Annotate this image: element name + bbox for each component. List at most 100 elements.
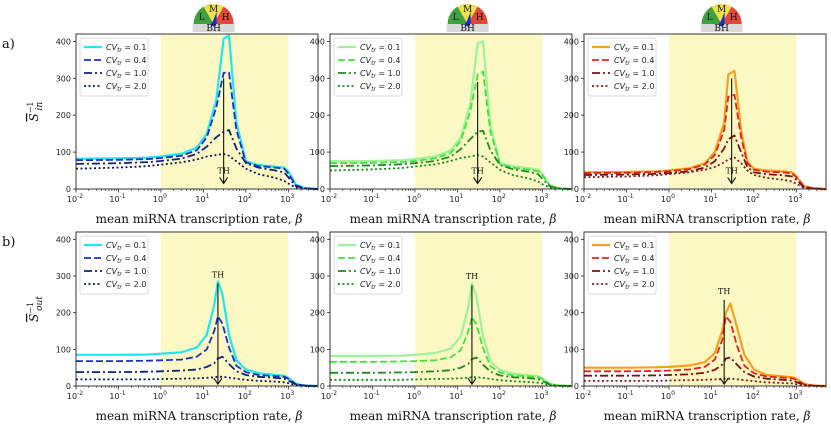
- threshold-label: TH: [212, 270, 224, 279]
- gauge-label-base: BH: [460, 24, 475, 34]
- series-line-4: [329, 154, 573, 190]
- x-tick-label: 102: [746, 193, 760, 204]
- y-tick-label: 100: [564, 148, 579, 157]
- legend-entry: CVtr = 0.4: [360, 254, 400, 265]
- y-tick-label: 400: [56, 235, 71, 244]
- y-tick-label: 200: [310, 111, 325, 120]
- gauge-label-high: H: [476, 13, 484, 23]
- y-tick-label: 100: [56, 345, 71, 354]
- legend-entry: CVtr = 0.1: [360, 241, 400, 252]
- x-tick-label: 100: [407, 193, 421, 204]
- x-axis-label: mean miRNA transcription rate, β: [604, 409, 811, 423]
- x-tick-label: 103: [534, 390, 548, 401]
- legend-entry: CVtr = 1.0: [360, 267, 400, 278]
- y-tick-label: 400: [564, 37, 579, 46]
- x-tick-label: 10-1: [617, 193, 633, 204]
- series-line-2: [583, 94, 827, 190]
- shaded-region: [414, 34, 543, 189]
- x-tick-label: 10-2: [67, 193, 83, 204]
- x-tick-label: 101: [703, 193, 717, 204]
- y-tick-label: 0: [320, 185, 325, 194]
- x-tick-label: 102: [238, 390, 252, 401]
- series-line-4: [583, 156, 827, 190]
- x-tick-label: 103: [788, 390, 802, 401]
- legend-entry: CVtr = 0.1: [614, 241, 654, 252]
- legend-entry: CVtr = 0.1: [614, 43, 654, 54]
- series-line-2: [329, 70, 573, 190]
- panel-b1: TH 0 100 200 300 400 10-2 10-1 100 101 102 103 mean …: [56, 231, 319, 423]
- gauge-label-base: BH: [714, 24, 729, 34]
- gauge-needle: [465, 12, 471, 24]
- series-line-1: [329, 40, 573, 191]
- x-tick-label: 103: [280, 193, 294, 204]
- series-line-2: [584, 315, 827, 387]
- row-label: a): [2, 37, 15, 52]
- x-tick-label: 101: [195, 193, 209, 204]
- y-axis-label: S−1out: [26, 296, 45, 322]
- gauge-label-base: BH: [206, 24, 221, 34]
- x-tick-label: 100: [661, 390, 675, 401]
- x-tick-label: 103: [280, 390, 294, 401]
- x-tick-label: 101: [449, 390, 463, 401]
- legend-entry: CVtr = 1.0: [360, 69, 400, 80]
- y-tick-label: 200: [310, 309, 325, 318]
- x-tick-label: 10-2: [321, 390, 337, 401]
- x-tick-label: 10-1: [109, 193, 125, 204]
- y-tick-label: 200: [56, 309, 71, 318]
- x-axis-label: mean miRNA transcription rate, β: [350, 212, 557, 226]
- x-tick-label: 10-2: [321, 193, 337, 204]
- x-axis-label: mean miRNA transcription rate, β: [96, 409, 303, 423]
- x-tick-label: 10-1: [363, 193, 379, 204]
- y-tick-label: 100: [310, 345, 325, 354]
- legend-entry: CVtr = 0.4: [614, 56, 654, 67]
- gauge-segment: [213, 6, 234, 24]
- legend-entry: CVtr = 1.0: [614, 69, 654, 80]
- x-axis-label: mean miRNA transcription rate, β: [96, 212, 303, 226]
- series-line-4: [330, 376, 572, 387]
- y-tick-label: 300: [564, 74, 579, 83]
- gauge-label-mid: M: [717, 5, 726, 15]
- y-tick-label: 300: [310, 272, 325, 281]
- series-line-3: [583, 134, 827, 190]
- x-tick-label: 101: [703, 390, 717, 401]
- y-tick-label: 300: [564, 272, 579, 281]
- gauge-hub: [719, 21, 725, 27]
- shaded-region: [668, 34, 797, 189]
- legend-entry: CVtr = 0.4: [360, 56, 400, 67]
- legend-entry: CVtr = 0.1: [106, 241, 146, 252]
- y-tick-label: 300: [56, 74, 71, 83]
- gauge-base: [700, 24, 743, 32]
- gauge-hub: [211, 21, 217, 27]
- series-line-3: [76, 355, 319, 387]
- series-line-2: [76, 315, 319, 387]
- x-tick-label: 102: [492, 193, 506, 204]
- panel-b2: TH 0 100 200 300 400 10-2 10-1 100 101 102 103 mean …: [310, 231, 573, 423]
- series-line-3: [330, 356, 573, 387]
- threshold-label: TH: [217, 166, 229, 175]
- panel-b3: TH 0 100 200 300 400 10-2 10-1 100 101 102 103 mean …: [564, 231, 827, 423]
- y-tick-label: 0: [66, 185, 71, 194]
- x-tick-label: 101: [195, 390, 209, 401]
- x-tick-label: 103: [534, 193, 548, 204]
- x-axis-label: mean miRNA transcription rate, β: [604, 212, 811, 226]
- gauge-segment: [457, 4, 478, 24]
- gauge-segment: [193, 6, 214, 24]
- y-tick-label: 400: [564, 235, 579, 244]
- panel-a3: TH 0 100 200 300 400 10-2 10-1 100 101 102 103 mean …: [564, 4, 827, 226]
- y-axis-label: S−1in: [26, 101, 45, 121]
- gauge-needle: [719, 12, 725, 24]
- legend-entry: CVtr = 2.0: [614, 82, 654, 93]
- gauge-segment: [701, 6, 722, 24]
- legend-entry: CVtr = 0.4: [106, 254, 146, 265]
- legend-box: [587, 235, 657, 295]
- gauge-needle: [211, 12, 217, 24]
- legend-entry: CVtr = 0.1: [360, 43, 400, 54]
- y-tick-label: 100: [310, 148, 325, 157]
- y-tick-label: 400: [310, 37, 325, 46]
- series-line-3: [329, 129, 573, 190]
- y-tick-label: 0: [574, 185, 579, 194]
- legend-entry: CVtr = 1.0: [106, 267, 146, 278]
- x-tick-label: 100: [661, 193, 675, 204]
- shaded-region: [160, 34, 289, 189]
- gauge-label-low: L: [707, 13, 713, 23]
